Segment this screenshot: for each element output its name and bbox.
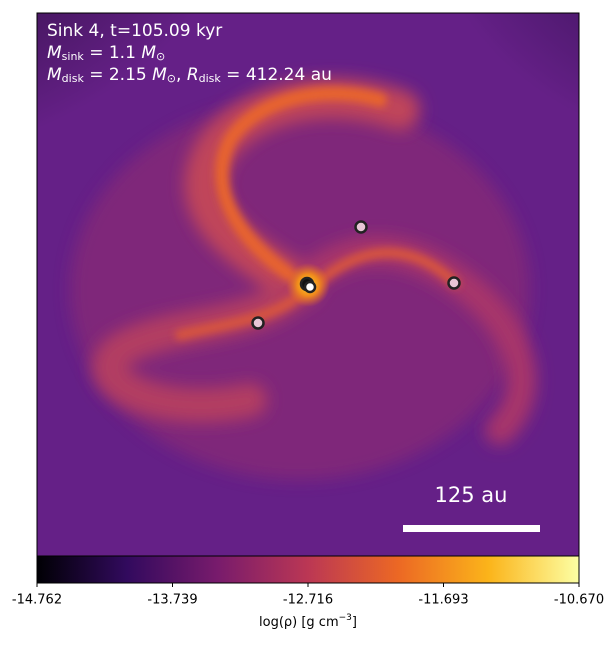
- colorbar: [36, 555, 580, 584]
- subscript: disk: [62, 72, 85, 85]
- subscript: ⊙: [156, 50, 165, 63]
- superscript: −3: [339, 613, 352, 623]
- disk-props: Mdisk = 2.15 M⊙, Rdisk = 412.24 au: [47, 65, 332, 85]
- label-text: ]: [352, 615, 357, 630]
- scale-bar-label: 125 au: [435, 483, 508, 507]
- tick-label: -13.739: [147, 593, 197, 608]
- scale-bar: [403, 525, 540, 532]
- value: = 2.15: [84, 65, 152, 85]
- symbol: M: [47, 65, 62, 85]
- symbol: R: [187, 65, 199, 85]
- value: = 1.1: [84, 43, 142, 63]
- subscript: sink: [62, 50, 85, 63]
- title: Sink 4, t=105.09 kyr: [47, 21, 222, 41]
- sink-mass: Msink = 1.1 M⊙: [47, 43, 165, 63]
- tick-label: -11.693: [418, 593, 468, 608]
- symbol: M: [152, 65, 167, 85]
- value: = 412.24 au: [221, 65, 332, 85]
- tick-label: -12.716: [283, 593, 333, 608]
- label-text: log(ρ) [g cm: [259, 615, 339, 630]
- subscript: disk: [199, 72, 222, 85]
- separator: ,: [176, 65, 187, 85]
- colorbar-label: log(ρ) [g cm−3]: [259, 613, 357, 630]
- sink-particles: [251, 220, 461, 330]
- tick-label: -10.670: [554, 593, 604, 608]
- tick-label: -14.762: [12, 593, 62, 608]
- symbol: M: [141, 43, 156, 63]
- subscript: ⊙: [167, 72, 176, 85]
- symbol: M: [47, 43, 62, 63]
